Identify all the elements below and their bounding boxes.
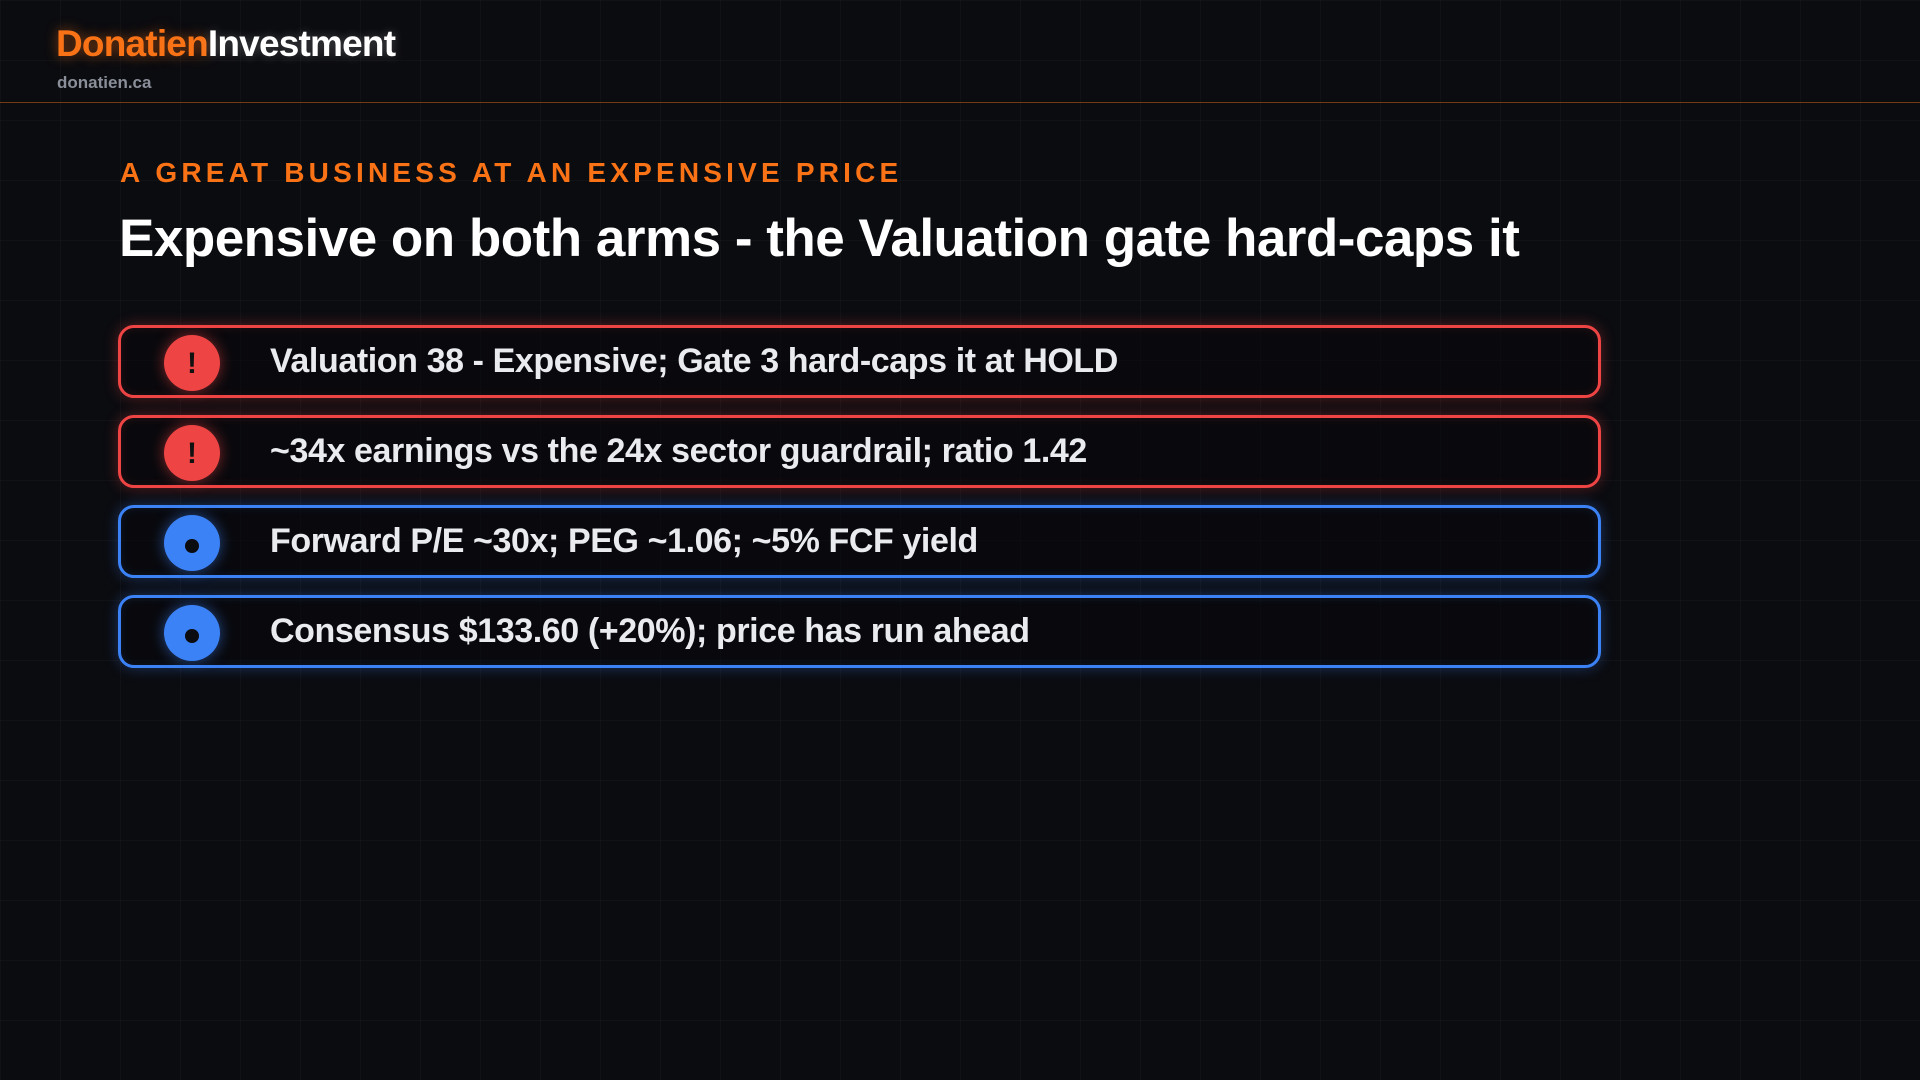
info-badge xyxy=(164,515,220,571)
info-badge xyxy=(164,605,220,661)
item-text: ~34x earnings vs the 24x sector guardrai… xyxy=(270,432,1087,470)
alert-item: ! ~34x earnings vs the 24x sector guardr… xyxy=(118,415,1601,488)
alert-item: ! Valuation 38 - Expensive; Gate 3 hard-… xyxy=(118,325,1601,398)
item-text: Consensus $133.60 (+20%); price has run … xyxy=(270,612,1030,650)
info-item: Consensus $133.60 (+20%); price has run … xyxy=(118,595,1601,668)
alert-badge: ! xyxy=(164,335,220,391)
alert-badge: ! xyxy=(164,425,220,481)
header-bar: DonatienInvestment donatien.ca xyxy=(0,0,1920,103)
site-url: donatien.ca xyxy=(57,73,152,92)
brand-name-part1: Donatien xyxy=(56,23,209,64)
exclamation-icon: ! xyxy=(187,347,197,380)
dot-icon xyxy=(185,539,199,553)
exclamation-icon: ! xyxy=(187,437,197,470)
brand-logo[interactable]: DonatienInvestment xyxy=(56,22,396,66)
dot-icon xyxy=(185,629,199,643)
item-text: Valuation 38 - Expensive; Gate 3 hard-ca… xyxy=(270,342,1118,380)
info-item: Forward P/E ~30x; PEG ~1.06; ~5% FCF yie… xyxy=(118,505,1601,578)
section-kicker: A GREAT BUSINESS AT AN EXPENSIVE PRICE xyxy=(120,157,903,188)
brand-name-part2: Investment xyxy=(207,23,396,64)
item-text: Forward P/E ~30x; PEG ~1.06; ~5% FCF yie… xyxy=(270,522,978,560)
page-title: Expensive on both arms - the Valuation g… xyxy=(119,209,1520,268)
point-list: ! Valuation 38 - Expensive; Gate 3 hard-… xyxy=(118,325,1601,685)
